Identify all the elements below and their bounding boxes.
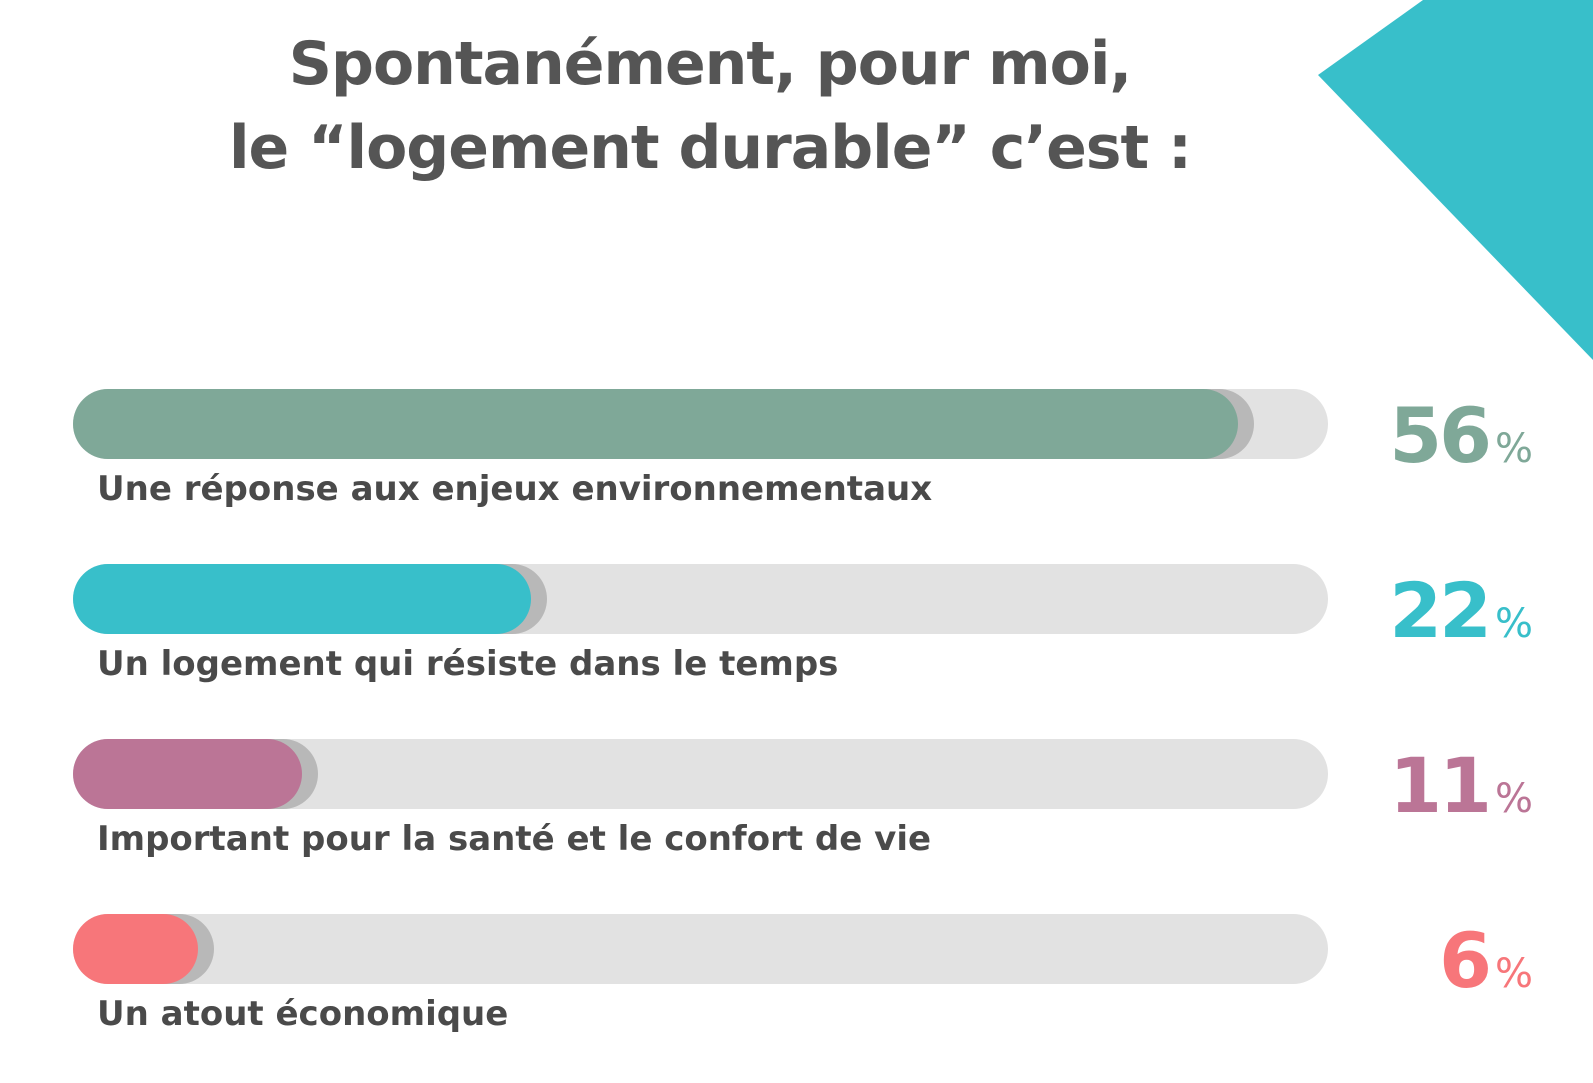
- data-label-unit: %: [1494, 601, 1533, 647]
- bar-track: [73, 914, 1328, 984]
- bar: [73, 564, 531, 634]
- chart-title-line-1: Spontanément, pour moi,: [288, 29, 1132, 99]
- data-label: 22%: [1389, 566, 1533, 655]
- bar-row: Un atout économique 6%: [0, 914, 1593, 1074]
- bar-row: Un logement qui résiste dans le temps 22%: [0, 564, 1593, 724]
- data-label-unit: %: [1494, 776, 1533, 822]
- bar-track: [73, 389, 1328, 459]
- data-label-value: 11: [1389, 741, 1492, 830]
- decorative-corner-triangle: [1318, 0, 1593, 360]
- data-label-value: 56: [1389, 391, 1492, 480]
- data-label-unit: %: [1494, 426, 1533, 472]
- bar-track: [73, 564, 1328, 634]
- bar-label: Un logement qui résiste dans le temps: [97, 644, 839, 684]
- data-label: 6%: [1439, 916, 1533, 1005]
- bar-row: Une réponse aux enjeux environnementaux 5…: [0, 389, 1593, 549]
- data-label-value: 6: [1439, 916, 1492, 1005]
- bar-row: Important pour la santé et le confort de…: [0, 739, 1593, 899]
- bar: [73, 389, 1238, 459]
- chart-title-line-2: le “logement durable” c’est :: [228, 113, 1192, 183]
- bar: [73, 739, 302, 809]
- bar-label: Un atout économique: [97, 994, 509, 1034]
- data-label-unit: %: [1494, 951, 1533, 997]
- bar-label: Important pour la santé et le confort de…: [97, 819, 932, 859]
- bar-track: [73, 739, 1328, 809]
- bar: [73, 914, 198, 984]
- data-label: 56%: [1389, 391, 1533, 480]
- data-label: 11%: [1389, 741, 1533, 830]
- bar-label: Une réponse aux enjeux environnementaux: [97, 469, 933, 509]
- chart-title: Spontanément, pour moi, le “logement dur…: [0, 22, 1420, 190]
- data-label-value: 22: [1389, 566, 1492, 655]
